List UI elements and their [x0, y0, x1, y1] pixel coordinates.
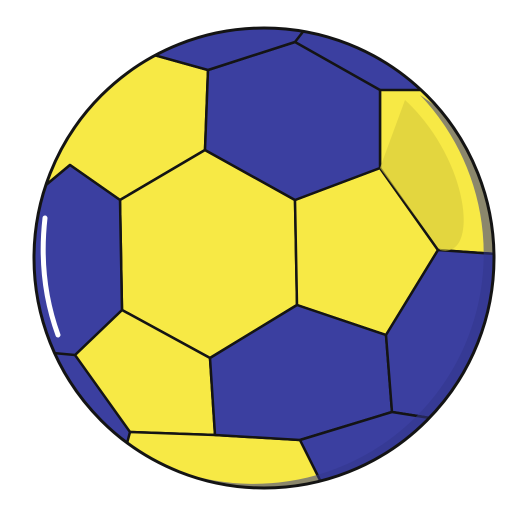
- highlight-stroke: [40, 215, 61, 338]
- shade-crescent-yellow: [380, 100, 464, 251]
- ball-panels: [34, 28, 494, 488]
- ball-outline: [32, 26, 496, 490]
- shade-crescent: [175, 95, 494, 488]
- blue-panel-left: [34, 163, 124, 357]
- yellow-panel-bottom: [118, 430, 332, 488]
